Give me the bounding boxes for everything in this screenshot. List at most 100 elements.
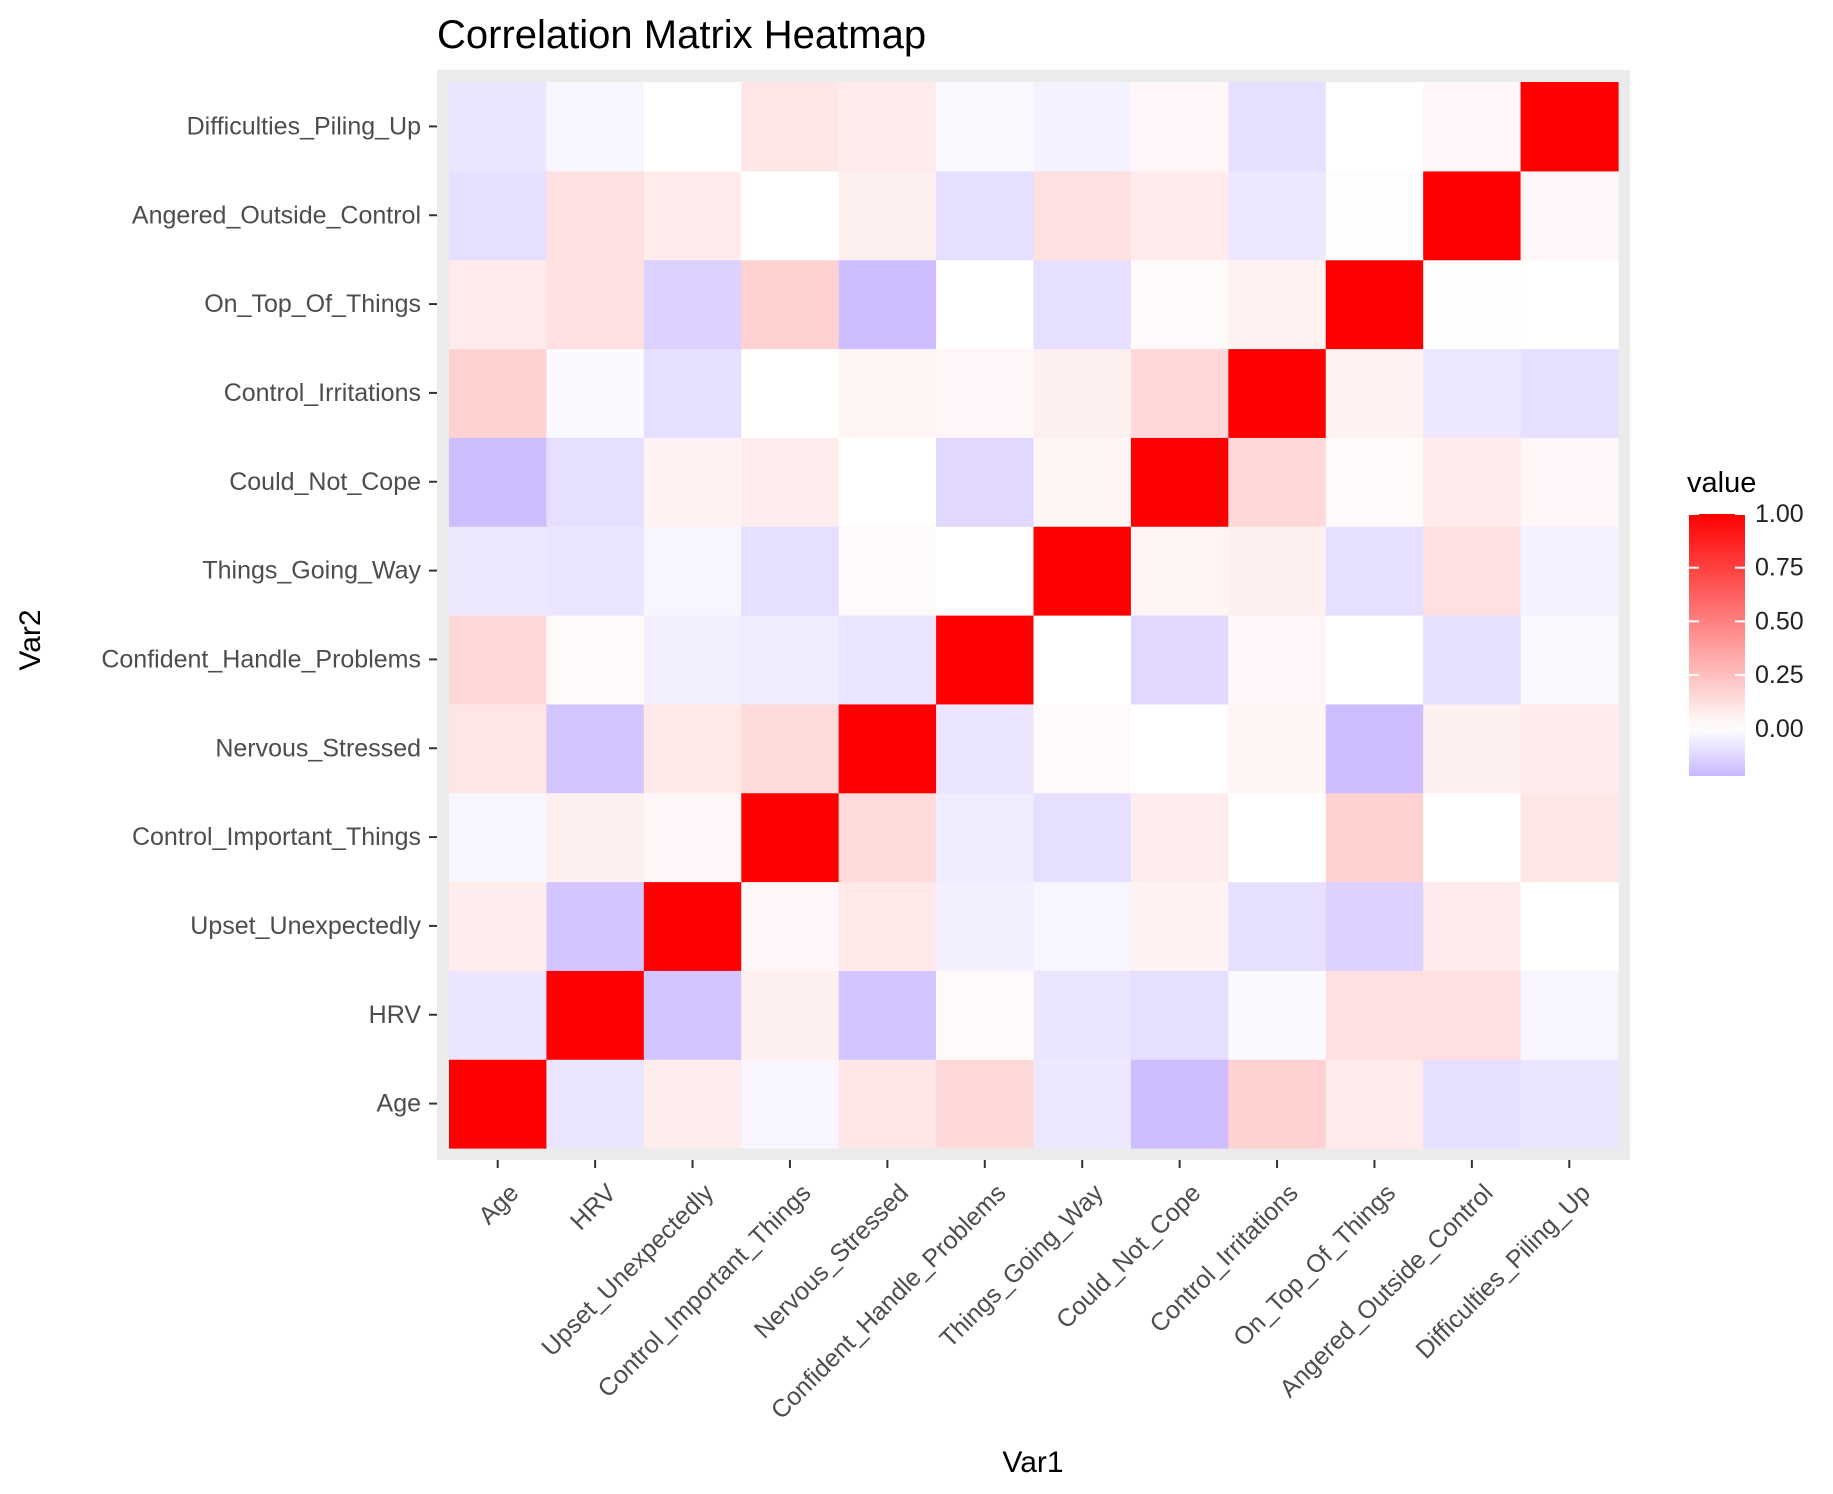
heatmap-cell-On_Top_Of_Things-Control_Irritations [1325,348,1424,438]
heatmap-cell-Nervous_Stressed-Control_Irritations [838,348,937,438]
heatmap-cell-Age-Difficulties_Piling_Up [449,82,548,172]
heatmap-cell-Could_Not_Cope-Nervous_Stressed [1130,703,1229,794]
heatmap-cell-Upset_Unexpectedly-On_Top_Of_Things [643,259,742,350]
heatmap-cell-Things_Going_Way-Nervous_Stressed [1033,703,1132,794]
heatmap-cell-Could_Not_Cope-Could_Not_Cope [1130,437,1229,527]
heatmap-cell-Control_Irritations-Could_Not_Cope [1228,437,1327,527]
heatmap-cell-Confident_Handle_Problems-Control_Important_Things [936,792,1035,883]
heatmap-cell-Things_Going_Way-Things_Going_Way [1033,526,1132,616]
heatmap-cell-HRV-Upset_Unexpectedly [546,881,645,971]
heatmap-cell-Difficulties_Piling_Up-Angered_Outside_Control [1520,170,1619,261]
heatmap-cell-Difficulties_Piling_Up-Age [1520,1059,1619,1149]
heatmap-cell-Difficulties_Piling_Up-HRV [1520,970,1619,1060]
heatmap-cell-Confident_Handle_Problems-Could_Not_Cope [936,437,1035,527]
heatmap-cell-Could_Not_Cope-Angered_Outside_Control [1130,170,1229,261]
heatmap-cell-Things_Going_Way-Difficulties_Piling_Up [1033,82,1132,172]
heatmap-cell-Angered_Outside_Control-HRV [1423,970,1522,1060]
heatmap-cell-Upset_Unexpectedly-Upset_Unexpectedly [643,881,742,971]
heatmap-cell-Angered_Outside_Control-Difficulties_Piling_Up [1423,82,1522,172]
heatmap-cell-Difficulties_Piling_Up-Nervous_Stressed [1520,703,1619,794]
heatmap-cell-Could_Not_Cope-HRV [1130,970,1229,1060]
heatmap-cell-Control_Important_Things-Control_Important_Things [741,792,840,883]
heatmap-cell-Control_Important_Things-Angered_Outside_Control [741,170,840,261]
heatmap-cell-Angered_Outside_Control-On_Top_Of_Things [1423,259,1522,350]
heatmap-cell-Control_Irritations-Nervous_Stressed [1228,703,1327,794]
y-tick-label: Age [377,1090,421,1118]
heatmap-cell-HRV-Confident_Handle_Problems [546,615,645,705]
heatmap-cell-Angered_Outside_Control-Nervous_Stressed [1423,703,1522,794]
y-tick-label: Things_Going_Way [202,557,421,585]
heatmap-cell-Could_Not_Cope-Control_Important_Things [1130,792,1229,883]
y-tick-label: HRV [369,1001,422,1029]
heatmap-cell-Control_Irritations-HRV [1228,970,1327,1060]
heatmap-cell-Upset_Unexpectedly-Control_Important_Things [643,792,742,883]
heatmap-cell-Control_Irritations-Control_Important_Things [1228,792,1327,883]
heatmap-cell-Confident_Handle_Problems-Control_Irritations [936,348,1035,438]
y-tick-label: On_Top_Of_Things [204,290,421,318]
legend-tick-label: 0.00 [1755,715,1804,743]
heatmap-cell-Control_Irritations-Things_Going_Way [1228,526,1327,616]
heatmap-cell-Confident_Handle_Problems-HRV [936,970,1035,1060]
heatmap-cell-Control_Irritations-Confident_Handle_Problems [1228,615,1327,705]
heatmap-cell-Nervous_Stressed-Could_Not_Cope [838,437,937,527]
heatmap-cell-On_Top_Of_Things-Difficulties_Piling_Up [1325,82,1424,172]
y-tick-label: Nervous_Stressed [215,734,421,762]
heatmap-cell-Difficulties_Piling_Up-Control_Irritations [1520,348,1619,438]
heatmap-cell-Age-Angered_Outside_Control [449,170,548,261]
heatmap-cell-Things_Going_Way-HRV [1033,970,1132,1060]
heatmap-cell-Nervous_Stressed-Control_Important_Things [838,792,937,883]
heatmap-cell-Angered_Outside_Control-Angered_Outside_Control [1423,170,1522,261]
heatmap-cell-Control_Important_Things-Things_Going_Way [741,526,840,616]
heatmap-cell-Could_Not_Cope-On_Top_Of_Things [1130,259,1229,350]
heatmap-cell-Could_Not_Cope-Control_Irritations [1130,348,1229,438]
heatmap-cell-Things_Going_Way-Upset_Unexpectedly [1033,881,1132,971]
heatmap-cell-HRV-On_Top_Of_Things [546,259,645,350]
heatmap-cell-Upset_Unexpectedly-Angered_Outside_Control [643,170,742,261]
heatmap-cell-On_Top_Of_Things-Nervous_Stressed [1325,703,1424,794]
legend-colorbar [1689,514,1745,776]
heatmap-cell-HRV-Control_Irritations [546,348,645,438]
heatmap-cell-Things_Going_Way-On_Top_Of_Things [1033,259,1132,350]
heatmap-cell-Control_Important_Things-Difficulties_Piling_Up [741,82,840,172]
heatmap-cell-On_Top_Of_Things-Control_Important_Things [1325,792,1424,883]
heatmap-cell-Nervous_Stressed-Upset_Unexpectedly [838,881,937,971]
heatmap-cell-Confident_Handle_Problems-Upset_Unexpectedly [936,881,1035,971]
heatmap-cell-Control_Irritations-Control_Irritations [1228,348,1327,438]
heatmap-cell-Age-Confident_Handle_Problems [449,615,548,705]
heatmap-cell-Angered_Outside_Control-Control_Important_Things [1423,792,1522,883]
heatmap-cell-HRV-HRV [546,970,645,1060]
x-axis-title: Var1 [1002,1446,1063,1479]
heatmap-cell-Difficulties_Piling_Up-Could_Not_Cope [1520,437,1619,527]
y-tick-label: Angered_Outside_Control [132,201,421,229]
heatmap-cell-Upset_Unexpectedly-HRV [643,970,742,1060]
heatmap-cell-Upset_Unexpectedly-Things_Going_Way [643,526,742,616]
legend-tick-label: 0.25 [1755,661,1804,689]
heatmap-cell-Upset_Unexpectedly-Age [643,1059,742,1149]
heatmap-cell-On_Top_Of_Things-Age [1325,1059,1424,1149]
heatmap-cell-Control_Important_Things-Could_Not_Cope [741,437,840,527]
y-axis-ticks: Age HRV Upset_Unexpectedly Control_Importan… [101,112,437,1118]
heatmap-cell-Control_Important_Things-Control_Irritations [741,348,840,438]
heatmap-cell-Control_Important_Things-Nervous_Stressed [741,703,840,794]
heatmap-cell-On_Top_Of_Things-HRV [1325,970,1424,1060]
heatmap-cell-Age-Control_Irritations [449,348,548,438]
heatmap-cell-Upset_Unexpectedly-Control_Irritations [643,348,742,438]
heatmap-cell-On_Top_Of_Things-On_Top_Of_Things [1325,259,1424,350]
heatmap-cell-Upset_Unexpectedly-Could_Not_Cope [643,437,742,527]
heatmap-cell-Confident_Handle_Problems-Difficulties_Piling_Up [936,82,1035,172]
heatmap-cell-Nervous_Stressed-Age [838,1059,937,1149]
y-tick-label: Upset_Unexpectedly [190,912,421,940]
heatmap-cell-Nervous_Stressed-Things_Going_Way [838,526,937,616]
heatmap-cell-Age-Control_Important_Things [449,792,548,883]
y-axis-title: Var2 [14,609,47,670]
heatmap-cells [449,82,1619,1149]
heatmap-cell-Angered_Outside_Control-Age [1423,1059,1522,1149]
legend-tick-label: 0.75 [1755,554,1804,582]
heatmap-cell-Angered_Outside_Control-Upset_Unexpectedly [1423,881,1522,971]
chart-title: Correlation Matrix Heatmap [437,13,926,57]
heatmap-cell-Things_Going_Way-Control_Important_Things [1033,792,1132,883]
heatmap-cell-Confident_Handle_Problems-Angered_Outside_Control [936,170,1035,261]
heatmap-cell-Could_Not_Cope-Upset_Unexpectedly [1130,881,1229,971]
heatmap-cell-Could_Not_Cope-Age [1130,1059,1229,1149]
heatmap-cell-Control_Important_Things-Age [741,1059,840,1149]
